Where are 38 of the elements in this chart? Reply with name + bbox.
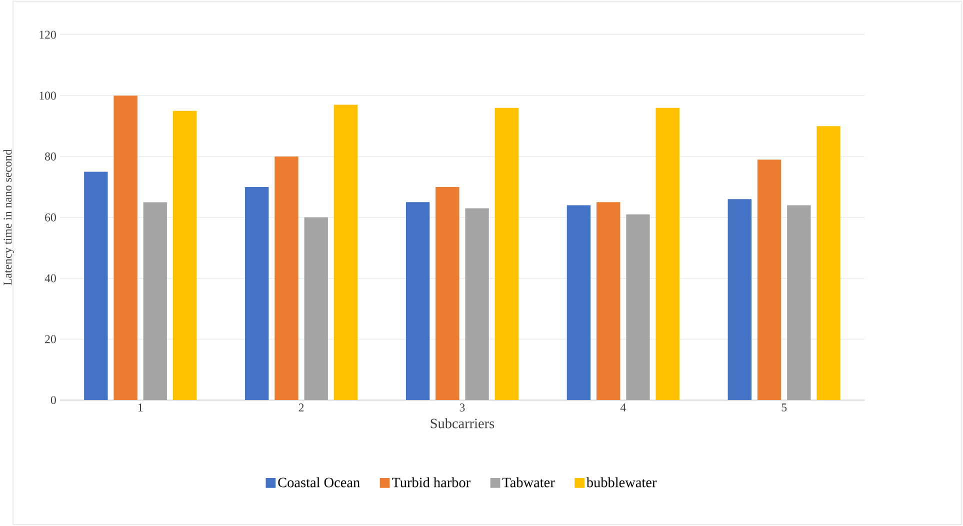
x-tick-label: 4 <box>620 404 626 412</box>
bar <box>728 199 752 400</box>
bar <box>334 104 358 400</box>
bar <box>566 205 591 400</box>
y-tick-label: 80 <box>44 152 56 161</box>
y-tick-label: 100 <box>40 92 56 100</box>
y-tick-label: 60 <box>45 214 56 222</box>
y-tick-label: 20 <box>45 335 56 344</box>
bar <box>656 108 680 400</box>
bar <box>596 202 620 400</box>
y-tick-label: 0 <box>50 396 56 404</box>
x-tick-label: 1 <box>138 404 143 412</box>
legend-label: Tabwater <box>502 477 555 488</box>
bar <box>465 208 489 400</box>
legend-label: Turbid harbor <box>392 477 470 488</box>
bar <box>406 202 430 400</box>
y-axis-title: Latency time in nano second <box>3 150 14 286</box>
bar <box>304 218 328 400</box>
legend-label: Coastal Ocean <box>278 477 360 488</box>
bar <box>114 96 138 400</box>
bar <box>494 108 519 400</box>
bar <box>84 172 108 400</box>
bar <box>436 187 460 400</box>
x-tick-label: 3 <box>460 404 465 412</box>
bar <box>274 156 298 400</box>
legend-label: bubblewater <box>586 477 657 488</box>
bar <box>172 111 197 400</box>
bar <box>757 160 782 400</box>
bar <box>626 214 650 400</box>
y-tick-label: 40 <box>44 274 56 282</box>
bar <box>787 205 811 400</box>
x-axis-title: Subcarriers <box>430 418 494 428</box>
x-tick-label: 2 <box>298 404 304 412</box>
bar <box>143 202 168 400</box>
bar <box>816 126 840 400</box>
bar <box>245 187 269 400</box>
y-tick-label: 120 <box>40 30 56 39</box>
x-tick-label: 5 <box>782 404 787 412</box>
